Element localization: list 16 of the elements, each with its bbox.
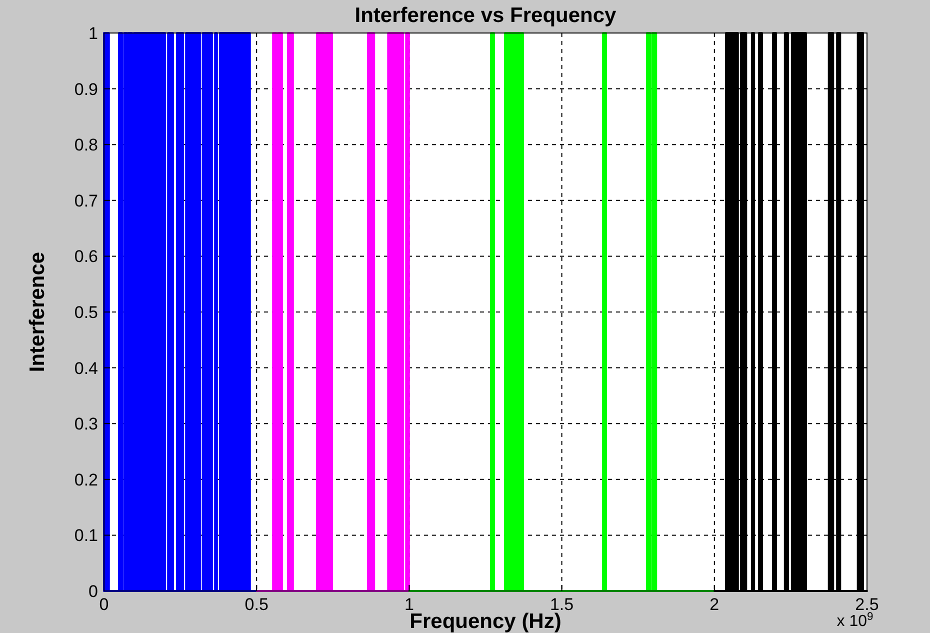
y-tick-label: 1 <box>88 24 98 43</box>
y-tick-label: 0.3 <box>74 414 98 434</box>
text: x 10$^{9}$ <box>836 611 874 630</box>
y-tick-label: 0 <box>88 582 98 601</box>
y-tick-label: 0.8 <box>74 136 98 155</box>
y-tick-label: 0.2 <box>74 470 98 490</box>
x-tick-label: 2 <box>710 595 720 614</box>
y-tick-label: 0.5 <box>74 303 98 322</box>
x-tick-label: 0.5 <box>244 595 268 614</box>
y-tick-label: 0.7 <box>74 191 98 210</box>
y-tick-label: 0.4 <box>74 358 98 378</box>
y-tick-label: 0.6 <box>74 247 98 266</box>
y-tick-label: 0.9 <box>74 80 98 99</box>
y-tick-label: 0.1 <box>74 526 98 546</box>
chart-title: Interference vs Frequency <box>354 4 617 27</box>
y-axis-title: Interference <box>26 252 49 372</box>
